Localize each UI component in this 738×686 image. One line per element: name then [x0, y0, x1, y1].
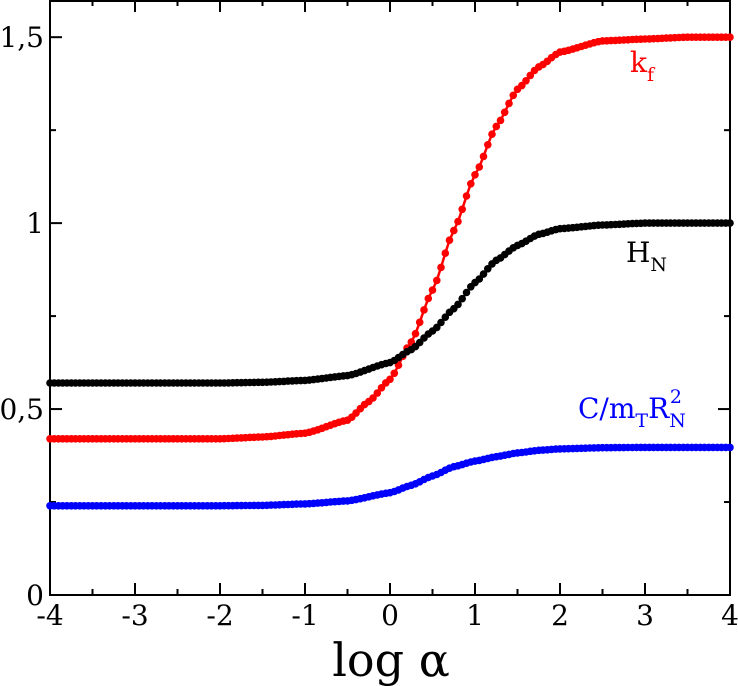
x-tick-label: 3 [636, 599, 654, 632]
series-layer [46, 33, 734, 510]
data-point [479, 152, 488, 161]
series-label-0: kf [630, 46, 656, 86]
data-point [492, 122, 501, 131]
data-point [458, 294, 467, 303]
series-label-1: HN [626, 236, 667, 276]
x-tick-label: 1 [466, 599, 484, 632]
data-point [505, 99, 513, 108]
axis-ticks: -4 -3 -2 -1 0 1 2 3 4 0 0,5 1 1,5 [0, 0, 738, 632]
data-point [458, 205, 467, 214]
data-point [462, 288, 471, 297]
data-point [433, 276, 441, 285]
data-point [496, 116, 505, 125]
x-tick-label: 0 [381, 599, 399, 632]
y-tick-label: 0 [26, 579, 44, 612]
x-tick-label: -4 [36, 599, 63, 632]
series-2 [46, 443, 734, 510]
y-tick-label: 1,5 [0, 21, 44, 54]
series-label-2: C/mTRN2 [578, 386, 686, 432]
data-point [373, 389, 382, 397]
x-axis-title: log α [332, 633, 450, 686]
data-point [726, 33, 734, 41]
data-point [377, 384, 386, 392]
data-point [471, 171, 479, 179]
series-labels: kf HN C/mTRN2 [578, 46, 686, 432]
data-point [390, 369, 399, 378]
data-point [509, 91, 518, 100]
data-point [454, 300, 462, 309]
data-point [454, 217, 462, 226]
data-point [437, 318, 445, 327]
data-point [522, 77, 530, 85]
data-point [415, 318, 424, 327]
data-point [484, 141, 492, 149]
data-point [488, 130, 496, 138]
series-0 [46, 33, 734, 443]
data-point [386, 375, 394, 384]
data-point [500, 108, 509, 117]
x-tick-label: -1 [291, 599, 318, 632]
data-point [462, 192, 471, 200]
data-point [369, 394, 377, 402]
data-point [424, 294, 433, 303]
data-point [420, 306, 428, 314]
data-point [445, 236, 454, 244]
data-point [450, 226, 458, 235]
y-tick-label: 1 [26, 207, 44, 240]
data-point [411, 329, 420, 338]
x-tick-label: 4 [721, 599, 738, 632]
data-point [726, 219, 734, 227]
data-point [437, 263, 445, 272]
series-1 [46, 219, 734, 387]
data-point [467, 180, 475, 188]
y-tick-label: 0,5 [0, 393, 44, 426]
series-line [50, 446, 730, 508]
x-tick-label: 2 [551, 599, 569, 632]
data-point [479, 270, 488, 278]
data-point [726, 443, 734, 452]
data-point [428, 286, 437, 294]
data-point [475, 163, 484, 171]
data-point [441, 249, 450, 257]
x-tick-label: -2 [206, 599, 233, 632]
x-tick-label: -3 [121, 599, 148, 632]
